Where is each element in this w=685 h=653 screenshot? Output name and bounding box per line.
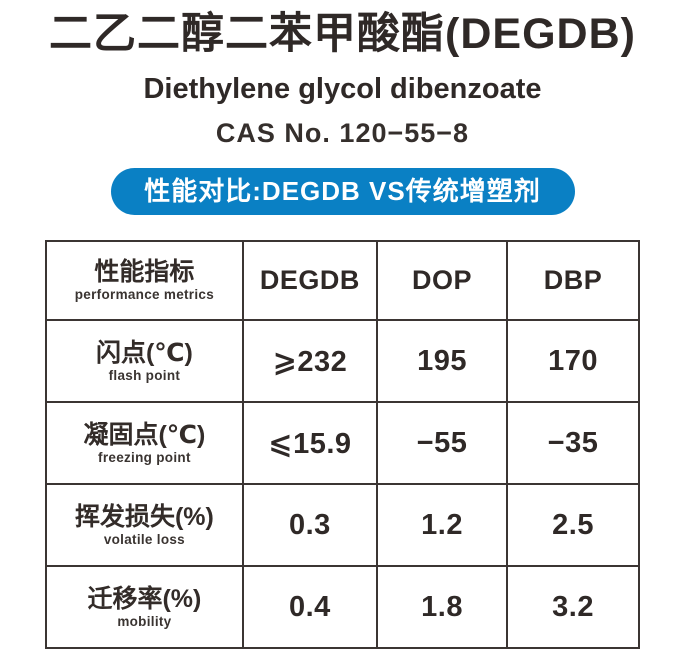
table-header-row: 性能指标 performance metrics DEGDB DOP DBP xyxy=(45,240,640,321)
metric-header-en: performance metrics xyxy=(74,287,215,302)
column-header-degdb: DEGDB xyxy=(241,240,379,321)
row-label-cell: 挥发损失(%) volatile loss xyxy=(45,483,244,567)
mobility-dbp: 3.2 xyxy=(506,565,640,649)
freezing-point-dop: −55 xyxy=(376,401,509,485)
flash-point-dop: 195 xyxy=(376,319,509,403)
product-title-en: Diethylene glycol dibenzoate xyxy=(143,73,542,105)
volatile-loss-dop: 1.2 xyxy=(376,483,509,567)
comparison-badge-container: 性能对比:DEGDB VS传统增塑剂 xyxy=(0,168,685,215)
row-label-cell: 凝固点(℃) freezing point xyxy=(45,401,244,485)
freezing-point-dbp: −35 xyxy=(506,401,640,485)
row-label-zh: 凝固点(℃) xyxy=(83,420,206,449)
flash-point-degdb: ⩾232 xyxy=(241,319,379,403)
table-row-flash-point: 闪点(℃) flash point ⩾232 195 170 xyxy=(45,319,640,403)
volatile-loss-dbp: 2.5 xyxy=(506,483,640,567)
performance-comparison-table: 性能指标 performance metrics DEGDB DOP DBP 闪… xyxy=(45,240,640,649)
row-label-en: mobility xyxy=(117,613,172,629)
row-label-cell: 闪点(℃) flash point xyxy=(45,319,244,403)
row-label-cell: 迁移率(%) mobility xyxy=(45,565,244,649)
mobility-dop: 1.8 xyxy=(376,565,509,649)
row-label-en: volatile loss xyxy=(103,531,185,547)
metric-header-cell: 性能指标 performance metrics xyxy=(45,240,244,321)
table-row-volatile-loss: 挥发损失(%) volatile loss 0.3 1.2 2.5 xyxy=(45,483,640,567)
flash-point-dbp: 170 xyxy=(506,319,640,403)
comparison-badge: 性能对比:DEGDB VS传统增塑剂 xyxy=(110,168,575,215)
column-header-dop: DOP xyxy=(376,240,509,321)
row-label-en: flash point xyxy=(108,367,181,383)
row-label-zh: 挥发损失(%) xyxy=(74,502,214,531)
mobility-degdb: 0.4 xyxy=(241,565,379,649)
row-label-en: freezing point xyxy=(98,449,191,465)
metric-header-zh: 性能指标 xyxy=(94,258,195,286)
cas-number: CAS No. 120−55−8 xyxy=(215,118,470,148)
row-label-zh: 迁移率(%) xyxy=(87,584,202,613)
table-row-mobility: 迁移率(%) mobility 0.4 1.8 3.2 xyxy=(45,565,640,649)
freezing-point-degdb: ⩽15.9 xyxy=(241,401,379,485)
volatile-loss-degdb: 0.3 xyxy=(241,483,379,567)
column-header-dbp: DBP xyxy=(506,240,640,321)
product-title-zh: 二乙二醇二苯甲酸酯(DEGDB) xyxy=(49,10,636,58)
row-label-zh: 闪点(℃) xyxy=(95,338,193,367)
table-row-freezing-point: 凝固点(℃) freezing point ⩽15.9 −55 −35 xyxy=(45,401,640,485)
